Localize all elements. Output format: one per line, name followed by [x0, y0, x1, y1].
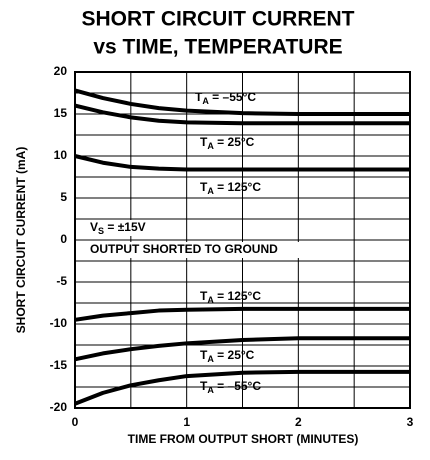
x-tick-label: 3 — [407, 415, 414, 429]
series-label-sub: A — [207, 385, 214, 395]
annotation: OUTPUT SHORTED TO GROUND — [90, 242, 278, 256]
series-label-sub: A — [207, 354, 214, 364]
series-label-sub: A — [202, 96, 209, 106]
y-tick-label: 5 — [60, 190, 67, 204]
series-label: TA = 125°C — [200, 180, 261, 196]
series-label: TA = –55°C — [200, 379, 261, 395]
series-line — [74, 369, 410, 406]
series-label-sub: A — [207, 141, 214, 151]
y-tick-label: -10 — [50, 316, 68, 330]
x-axis-label: TIME FROM OUTPUT SHORT (MINUTES) — [128, 432, 359, 446]
series-label-rest: = 25°C — [214, 348, 255, 362]
series-label-sub: A — [207, 295, 214, 305]
series-line — [74, 88, 410, 116]
annotation-sub: S — [98, 226, 104, 236]
y-tick-label: -20 — [50, 400, 68, 414]
chart-title: SHORT CIRCUIT CURRENT — [82, 8, 355, 31]
annotation-main: V — [90, 220, 98, 234]
y-tick-label: -5 — [56, 274, 67, 288]
x-tick-label: 0 — [72, 415, 79, 429]
series-line — [74, 306, 410, 322]
series-label: TA = 25°C — [200, 348, 255, 364]
series-line — [74, 154, 410, 172]
series-label-main: T — [200, 348, 208, 362]
x-tick-label: 2 — [295, 415, 302, 429]
series-label-main: T — [195, 90, 203, 104]
series-line — [74, 103, 410, 126]
y-tick-label: 15 — [54, 106, 68, 120]
y-tick-label: 20 — [54, 64, 68, 78]
series-label-main: T — [200, 379, 208, 393]
series-label: TA = 25°C — [200, 135, 255, 151]
series-label-rest: = –55°C — [214, 379, 261, 393]
annotation-bg — [88, 220, 170, 236]
y-axis-label: SHORT CIRCUIT CURRENT (mA) — [14, 147, 28, 334]
x-tick-label: 1 — [183, 415, 190, 429]
series-label-rest: = 25°C — [214, 135, 255, 149]
series-label-main: T — [200, 135, 208, 149]
series-label: TA = –55°C — [195, 90, 256, 106]
series-line — [74, 336, 410, 362]
series-label-rest: = 125°C — [214, 180, 261, 194]
series-label-main: T — [200, 180, 208, 194]
annotation-main: OUTPUT SHORTED TO GROUND — [90, 242, 278, 256]
y-tick-label: -15 — [50, 358, 68, 372]
plot-frame — [74, 71, 411, 409]
series-label: TA = 125°C — [200, 289, 261, 305]
annotation-bg — [88, 242, 320, 258]
series-label-main: T — [200, 289, 208, 303]
y-tick-label: 10 — [54, 148, 68, 162]
annotation: VS = ±15V — [90, 220, 146, 236]
series-label-rest: = –55°C — [209, 90, 256, 104]
chart-subtitle: vs TIME, TEMPERATURE — [93, 36, 342, 59]
series-label-rest: = 125°C — [214, 289, 261, 303]
y-tick-label: 0 — [60, 232, 67, 246]
series-label-sub: A — [207, 186, 214, 196]
annotation-rest: = ±15V — [104, 220, 146, 234]
